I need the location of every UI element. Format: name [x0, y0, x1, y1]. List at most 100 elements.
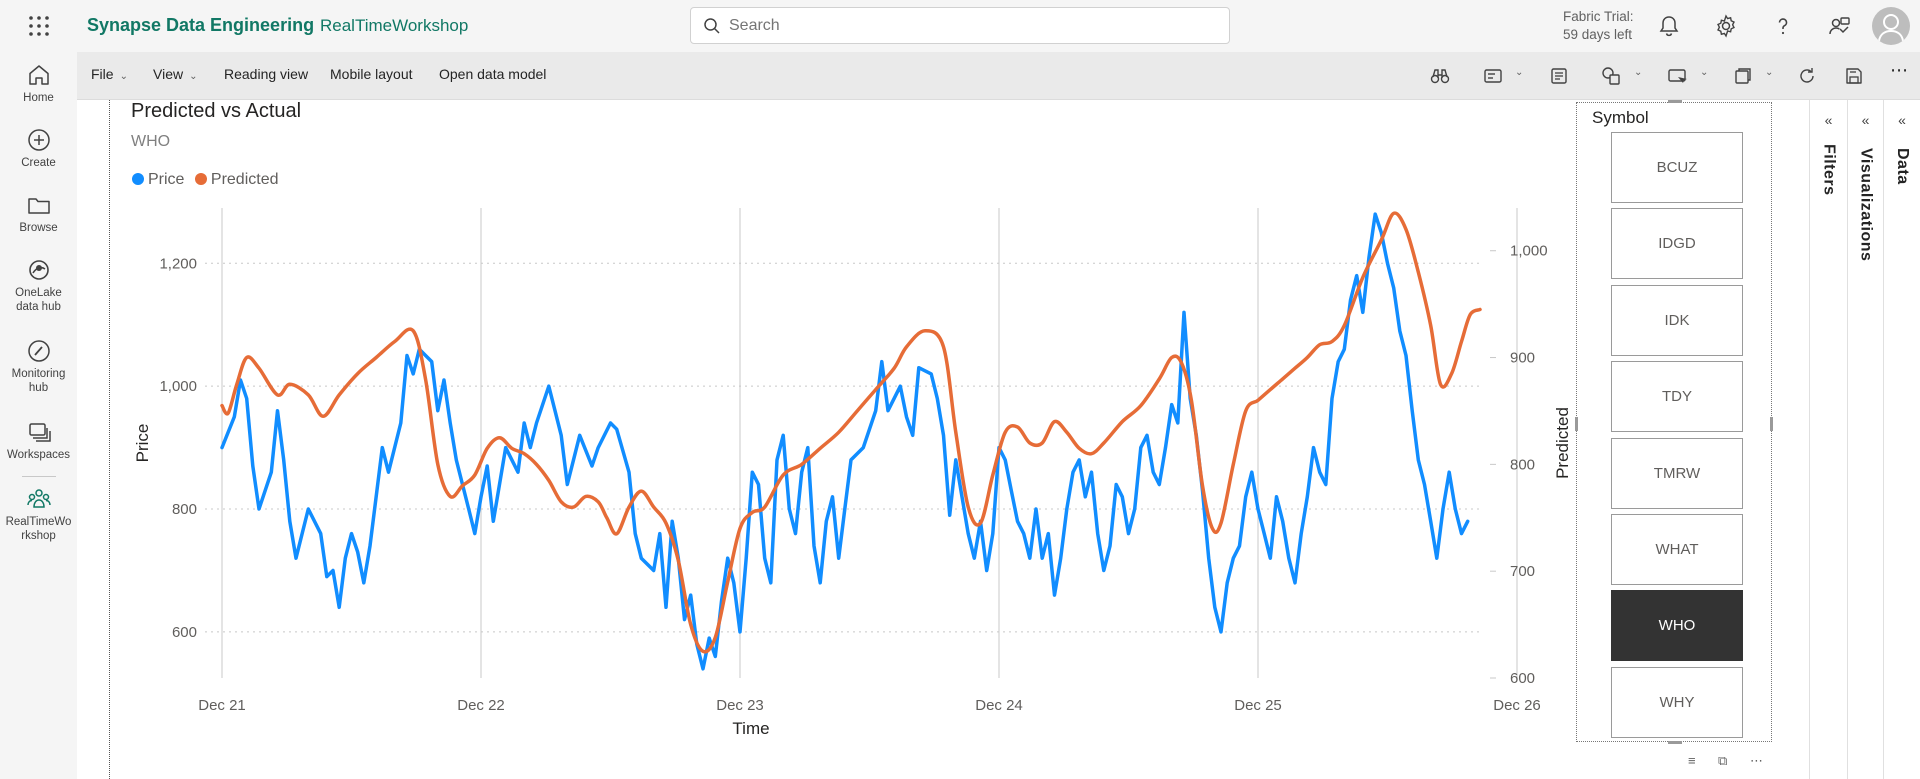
user-avatar[interactable] [1872, 7, 1910, 45]
monitoring-icon [27, 340, 50, 362]
product-name[interactable]: Synapse Data Engineering [87, 15, 315, 35]
onelake-icon [28, 260, 49, 280]
nav-workshop-label-line1: RealTimeWo [5, 516, 72, 528]
slicer-title: Symbol [1592, 108, 1649, 127]
chart-subtitle: WHO [131, 133, 171, 150]
more-options-icon[interactable]: ⋯ [1750, 753, 1763, 768]
bell-icon[interactable] [1656, 13, 1682, 39]
nav-workshop-label-line2: rkshop [21, 530, 56, 542]
workspace-breadcrumb[interactable]: RealTimeWorkshop [320, 16, 469, 35]
nav-onelake-label-line2: data hub [16, 301, 61, 313]
search-input[interactable] [729, 13, 1209, 39]
nav-browse-label: Browse [19, 222, 58, 234]
data-pane-label[interactable]: Data [1894, 148, 1911, 185]
nav-create[interactable]: Create [0, 127, 77, 170]
filter-icon[interactable]: ≡ [1688, 753, 1696, 768]
person-icon [1878, 14, 1904, 42]
smart-narrative-icon[interactable] [1548, 65, 1570, 87]
text-box-icon[interactable] [1482, 65, 1504, 87]
legend-label-predicted: Predicted [210, 171, 279, 188]
legend-swatch-price [132, 173, 144, 185]
file-menu-label: File [91, 66, 114, 82]
chevron-down-icon[interactable]: ⌄ [1765, 67, 1774, 78]
visual-focus-border [109, 100, 1481, 779]
nav-home-label: Home [23, 92, 54, 104]
nav-onelake-data-hub[interactable]: OneLake data hub [0, 257, 77, 314]
open-data-model-button[interactable]: Open data model [439, 66, 547, 82]
nav-home[interactable]: Home [0, 62, 77, 105]
resize-handle-left[interactable] [1575, 417, 1578, 431]
help-icon[interactable] [1770, 13, 1796, 39]
resize-handle-top[interactable] [1668, 100, 1682, 103]
chart-legend[interactable]: Price Predicted [132, 171, 285, 189]
reading-view-button[interactable]: Reading view [224, 66, 309, 82]
chevron-double-left-icon[interactable]: « [1898, 112, 1906, 128]
chevron-down-icon[interactable]: ⌄ [1700, 67, 1709, 78]
slicer-option-what[interactable]: WHAT [1611, 514, 1743, 585]
refresh-icon[interactable] [1796, 65, 1818, 87]
slicer-option-tdy[interactable]: TDY [1611, 361, 1743, 433]
resize-handle-right[interactable] [1770, 417, 1773, 431]
workspaces-icon [28, 423, 51, 442]
chevron-double-left-icon[interactable]: « [1824, 112, 1833, 128]
more-options-icon[interactable]: ⋯ [1890, 60, 1908, 80]
nav-monitoring-label-line1: Monitoring [11, 368, 66, 380]
legend-swatch-predicted [194, 173, 207, 185]
slicer-option-bcuz[interactable]: BCUZ [1611, 132, 1743, 203]
binoculars-icon[interactable] [1429, 65, 1451, 87]
plus-circle-icon [27, 129, 50, 151]
gear-icon[interactable] [1713, 13, 1739, 39]
view-menu-label: View [153, 66, 184, 82]
legend-item-price[interactable]: Price [132, 171, 184, 188]
chevron-double-left-icon[interactable]: « [1861, 112, 1870, 128]
shapes-icon[interactable] [1600, 65, 1622, 87]
report-toolbar: File ⌄ View ⌄ Reading view Mobile layout O… [77, 52, 1920, 100]
focus-mode-icon[interactable]: ⧉ [1718, 753, 1728, 768]
nav-browse[interactable]: Browse [0, 192, 77, 235]
slicer-option-who[interactable]: WHO [1611, 590, 1743, 662]
legend-item-predicted[interactable]: Predicted [194, 171, 279, 188]
slicer-option-idk[interactable]: IDK [1611, 284, 1743, 356]
nav-create-label: Create [21, 157, 56, 169]
data-pane[interactable]: « Data [1883, 100, 1920, 779]
search-box[interactable] [690, 7, 1230, 44]
trial-days-left: 59 days left [1563, 27, 1633, 42]
visualizations-pane[interactable]: « Visualizations [1847, 100, 1883, 779]
view-menu[interactable]: View ⌄ [153, 66, 197, 82]
nav-monitoring-label-line2: hub [28, 382, 49, 394]
nav-workspaces-label: Workspaces [6, 449, 71, 461]
chevron-down-icon[interactable]: ⌄ [1634, 67, 1643, 78]
report-canvas [77, 100, 1809, 779]
chart-title: Predicted vs Actual [131, 100, 302, 122]
resize-handle-bottom[interactable] [1668, 741, 1682, 744]
symbol-slicer: Symbol BCUZ IDGD IDK TDY TMRW WHAT WHO WHY [1576, 102, 1772, 742]
workspace-people-icon [26, 489, 51, 508]
filters-pane[interactable]: « Filters [1809, 100, 1847, 779]
slicer-option-why[interactable]: WHY [1611, 666, 1743, 738]
nav-monitoring-hub[interactable]: Monitoring hub [0, 338, 77, 395]
nav-workspaces[interactable]: Workspaces [0, 419, 77, 462]
buttons-icon[interactable] [1666, 65, 1688, 87]
slicer-option-tmrw[interactable]: TMRW [1611, 437, 1743, 509]
filters-pane-label[interactable]: Filters [1820, 144, 1838, 196]
file-menu[interactable]: File ⌄ [91, 66, 128, 82]
chevron-down-icon: ⌄ [189, 71, 198, 82]
folder-icon [27, 198, 50, 214]
legend-label-price: Price [148, 171, 185, 188]
trial-label: Fabric Trial: [1563, 9, 1634, 24]
save-icon[interactable] [1843, 65, 1865, 87]
search-icon [704, 18, 720, 34]
nav-realtimeworkshop[interactable]: RealTimeWo rkshop [0, 486, 77, 543]
share-feedback-icon[interactable] [1826, 13, 1852, 39]
trial-status[interactable]: Fabric Trial: 59 days left [1563, 8, 1634, 44]
visualizations-pane-label[interactable]: Visualizations [1857, 148, 1875, 262]
mobile-layout-button[interactable]: Mobile layout [330, 66, 413, 82]
visual-layout-icon[interactable] [1732, 65, 1754, 87]
nav-onelake-label-line1: OneLake [15, 287, 62, 299]
slicer-option-idgd[interactable]: IDGD [1611, 208, 1743, 280]
top-bar: Synapse Data Engineering RealTimeWorksho… [0, 0, 1920, 52]
left-navigation: Home Create Browse OneLake data hub Moni… [0, 52, 77, 779]
chevron-down-icon[interactable]: ⌄ [1515, 67, 1524, 78]
app-launcher-icon[interactable] [27, 14, 51, 38]
chevron-down-icon: ⌄ [119, 71, 128, 82]
